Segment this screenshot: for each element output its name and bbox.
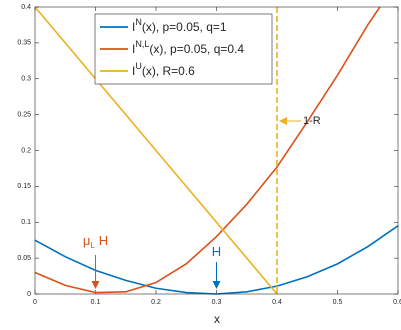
x-tick-label: 0.5 [333, 299, 343, 306]
x-tick-label: 0.3 [212, 299, 222, 306]
y-tick-label: 0.2 [21, 147, 31, 154]
annotation-part: μ [83, 233, 91, 248]
annotation-part: H [212, 244, 221, 259]
annotation-part: H [99, 233, 108, 248]
legend-label-part: (x), p=0.05, q=1 [142, 20, 227, 34]
legend-label-part: I [132, 20, 135, 34]
y-tick-label: 0 [27, 291, 31, 298]
annotation-part: L [90, 241, 95, 250]
y-tick-label: 0.25 [17, 111, 31, 118]
x-tick-label: 0.1 [91, 299, 101, 306]
legend-label-part: I [132, 64, 135, 78]
legend-label-part: U [135, 61, 142, 71]
y-tick-label: 0.1 [21, 219, 31, 226]
y-tick-label: 0.05 [17, 255, 31, 262]
y-tick-label: 0.3 [21, 76, 31, 83]
x-tick-label: 0.6 [393, 299, 401, 306]
annotation: μL H [83, 233, 108, 250]
x-tick-label: 0.2 [151, 299, 161, 306]
y-tick-label: 0.4 [21, 4, 31, 11]
legend-label-part: N [135, 17, 142, 27]
series-line [34, 6, 381, 294]
legend-label-part: N,L [135, 39, 149, 49]
legend-label: IU(x), R=0.6 [132, 61, 195, 78]
y-tick-label: 0.35 [17, 40, 31, 47]
legend-label-part: I [132, 42, 135, 56]
series-line [34, 6, 278, 295]
plot-frame [34, 6, 399, 295]
annotation: H [212, 244, 221, 259]
legend-label-part: (x), p=0.05, q=0.4 [149, 42, 244, 56]
legend-label: IN(x), p=0.05, q=1 [132, 17, 227, 34]
legend-label-part: (x), R=0.6 [142, 64, 195, 78]
y-tick-label: 0.15 [17, 183, 31, 190]
x-axis-label: x [214, 312, 220, 326]
annotation: 1-R [303, 115, 321, 127]
x-tick-label: 0 [33, 299, 37, 306]
x-tick-label: 0.4 [272, 299, 282, 306]
legend-label: IN,L(x), p=0.05, q=0.4 [132, 39, 244, 56]
